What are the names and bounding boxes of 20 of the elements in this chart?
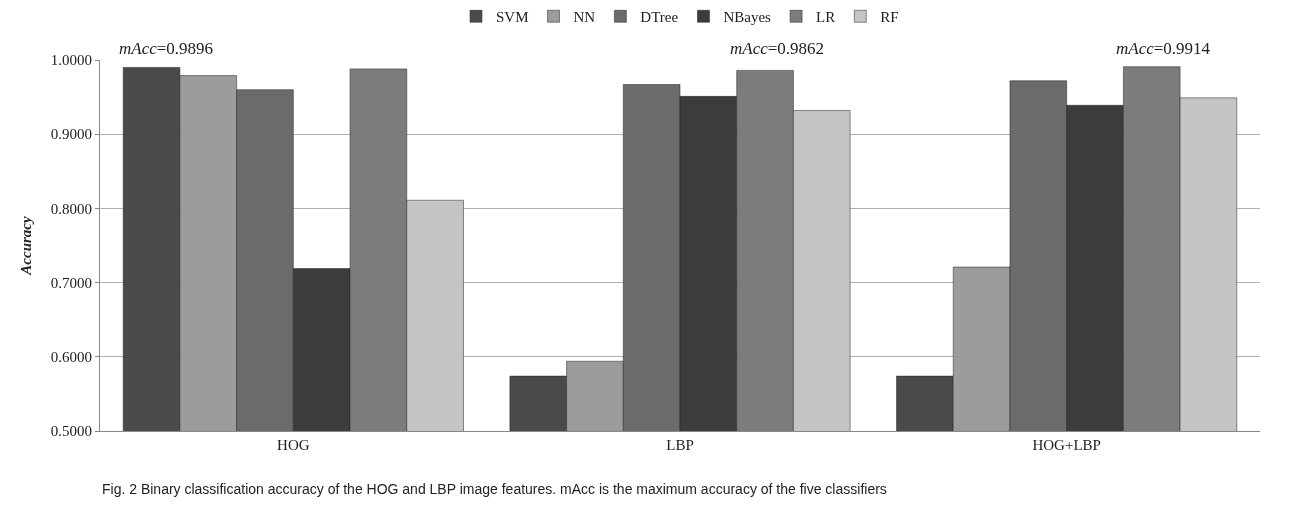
legend-label: NN	[573, 9, 596, 26]
y-tick-label: 0.8000	[50, 200, 92, 217]
legend-label: SVM	[496, 9, 529, 26]
y-tick-label: 0.7000	[50, 274, 92, 291]
x-tick-label: LBP	[666, 437, 694, 453]
legend-label: LR	[816, 9, 836, 26]
y-tick-label: 0.9000	[50, 126, 92, 143]
y-tick-label: 1.0000	[50, 52, 92, 69]
text: mAcc=0.9914	[1116, 39, 1211, 58]
y-tick-label: 0.5000	[50, 423, 92, 440]
caption: Fig. 2 Binary classification accuracy of the HOG and LBP image features. mAcc is the maximum accuracy of the five classifiers	[102, 481, 887, 497]
y-axis-title: Accuracy	[18, 216, 34, 276]
legend-label: NBayes	[723, 9, 772, 26]
text: mAcc=0.9896	[119, 39, 214, 58]
x-tick-label: HOG+LBP	[1032, 437, 1101, 453]
y-tick-label: 0.6000	[50, 349, 92, 366]
legend-label: DTree	[640, 9, 679, 26]
x-tick-label: HOG	[277, 437, 310, 453]
text: mAcc=0.9862	[730, 39, 825, 58]
legend-label: RF	[880, 9, 899, 26]
